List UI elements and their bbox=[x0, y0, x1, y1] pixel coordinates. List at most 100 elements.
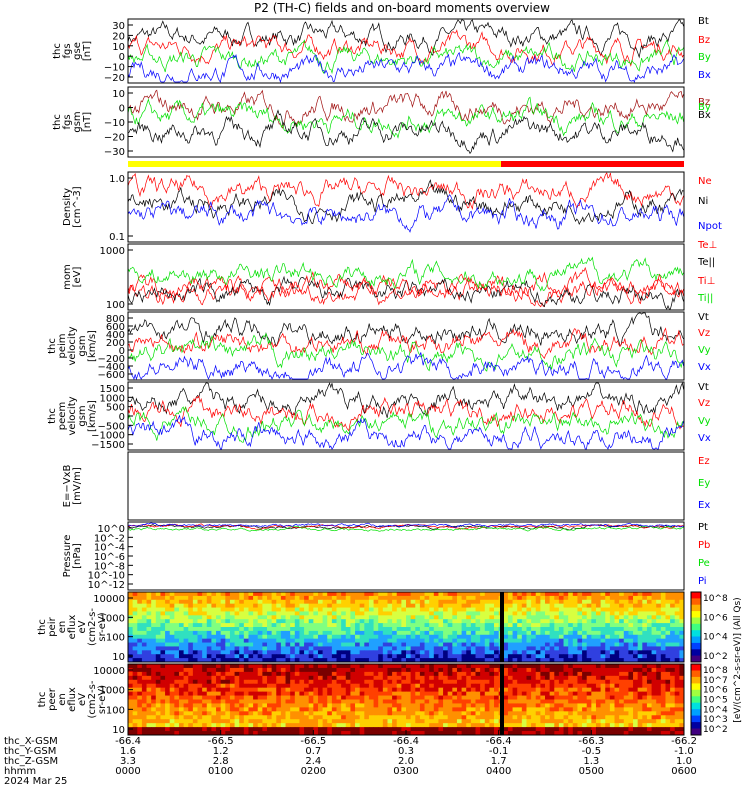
spectrogram-cell bbox=[290, 654, 296, 659]
spectrogram-cell bbox=[494, 731, 500, 736]
y-tick-label: 0 bbox=[119, 104, 125, 115]
spectrogram-cell bbox=[364, 599, 370, 605]
spectrogram-cell bbox=[285, 703, 291, 708]
spectrogram-cell bbox=[336, 619, 342, 624]
spectrogram-cell bbox=[633, 603, 639, 608]
spectrogram-cell bbox=[267, 654, 273, 659]
spectrogram-cell bbox=[211, 646, 217, 651]
spectrogram-cell bbox=[327, 599, 333, 605]
spectrogram-cell bbox=[503, 634, 509, 640]
spectrogram-cell bbox=[503, 699, 509, 704]
spectrogram-cell bbox=[382, 650, 388, 655]
spectrogram-cell bbox=[331, 715, 337, 720]
spectrogram-cell bbox=[165, 627, 171, 632]
spectrogram-cell bbox=[461, 675, 467, 681]
spectrogram-cell bbox=[387, 627, 393, 632]
spectrogram-cell bbox=[239, 715, 245, 720]
spectrogram-cell bbox=[665, 731, 671, 736]
spectrogram-cell bbox=[563, 699, 569, 704]
spectrogram-cell bbox=[392, 691, 398, 696]
spectrogram-cell bbox=[151, 687, 157, 693]
y-tick-label: −10 bbox=[104, 63, 125, 74]
spectrogram-cell bbox=[308, 658, 314, 663]
spectrogram-cell bbox=[660, 642, 666, 647]
spectrogram-cell bbox=[359, 671, 365, 677]
spectrogram-cell bbox=[443, 592, 449, 597]
spectrogram-cell bbox=[470, 658, 476, 663]
spectrogram-cell bbox=[155, 703, 161, 708]
spectrogram-cell bbox=[308, 707, 314, 712]
spectrogram-cell bbox=[336, 675, 342, 681]
spectrogram-cell bbox=[568, 671, 574, 677]
spectrogram-cell bbox=[243, 679, 249, 685]
spectrogram-cell bbox=[216, 731, 222, 736]
spectrogram-cell bbox=[447, 642, 453, 647]
spectrogram-cell bbox=[494, 691, 500, 696]
spectrogram-cell bbox=[466, 723, 472, 728]
spectrogram-cell bbox=[276, 634, 282, 640]
spectrogram-cell bbox=[475, 695, 481, 700]
spectrogram-cell bbox=[679, 607, 685, 612]
spectrogram-cell bbox=[452, 595, 458, 601]
spectrogram-cell bbox=[424, 592, 430, 597]
spectrogram-cell bbox=[656, 595, 662, 601]
spectrogram-cell bbox=[563, 630, 569, 636]
spectrogram-cell bbox=[526, 638, 532, 643]
spectrogram-cell bbox=[257, 634, 263, 640]
spectrogram-cell bbox=[549, 691, 555, 696]
spectrogram-cell bbox=[480, 619, 486, 624]
spectrogram-cell bbox=[456, 715, 462, 720]
spectrogram-cell bbox=[503, 630, 509, 636]
spectrogram-cell bbox=[229, 650, 235, 655]
spectrogram-cell bbox=[568, 611, 574, 616]
spectrogram-cell bbox=[558, 707, 564, 712]
spectrogram-cell bbox=[494, 638, 500, 643]
spectrogram-cell bbox=[637, 687, 643, 693]
mode-bar-slow bbox=[128, 161, 501, 167]
spectrogram-cell bbox=[327, 683, 333, 689]
spectrogram-cell bbox=[475, 715, 481, 720]
spectrogram-cell bbox=[591, 630, 597, 636]
spectrogram-cell bbox=[331, 619, 337, 624]
spectrogram-cell bbox=[313, 650, 319, 655]
spectrogram-cell bbox=[197, 619, 203, 624]
spectrogram-cell bbox=[299, 619, 305, 624]
spectrogram-cell bbox=[651, 650, 657, 655]
spectrogram-cell bbox=[336, 711, 342, 716]
spectrogram-cell bbox=[155, 595, 161, 601]
spectrogram-cell bbox=[364, 699, 370, 704]
x-row-value: -66.4 bbox=[393, 736, 419, 747]
spectrogram-cell bbox=[461, 731, 467, 736]
spectrogram-cell bbox=[262, 703, 268, 708]
spectrogram-cell bbox=[507, 630, 513, 636]
spectrogram-cell bbox=[401, 638, 407, 643]
spectrogram-cell bbox=[507, 731, 513, 736]
y-axis-label-line: thc bbox=[52, 114, 63, 130]
spectrogram-cell bbox=[378, 687, 384, 693]
spectrogram-cell bbox=[327, 634, 333, 640]
spectrogram-cell bbox=[382, 699, 388, 704]
spectrogram-cell bbox=[540, 679, 546, 685]
spectrogram-cell bbox=[280, 654, 286, 659]
spectrogram-cell bbox=[526, 595, 532, 601]
spectrogram-cell bbox=[174, 671, 180, 677]
spectrogram-cell bbox=[141, 595, 147, 601]
spectrogram-cell bbox=[206, 599, 212, 605]
spectrogram-cell bbox=[563, 723, 569, 728]
spectrogram-cell bbox=[151, 679, 157, 685]
spectrogram-cell bbox=[188, 611, 194, 616]
spectrogram-cell bbox=[146, 650, 152, 655]
spectrogram-cell bbox=[160, 671, 166, 677]
spectrogram-cell bbox=[202, 699, 208, 704]
spectrogram-cell bbox=[535, 615, 541, 620]
spectrogram-cell bbox=[327, 695, 333, 700]
spectrogram-cell bbox=[169, 615, 175, 620]
spectrogram-cell bbox=[443, 711, 449, 716]
spectrogram-cell bbox=[438, 719, 444, 724]
spectrogram-cell bbox=[387, 664, 393, 669]
spectrogram-cell bbox=[517, 723, 523, 728]
spectrogram-cell bbox=[350, 683, 356, 689]
spectrogram-cell bbox=[239, 679, 245, 685]
spectrogram-cell bbox=[526, 642, 532, 647]
